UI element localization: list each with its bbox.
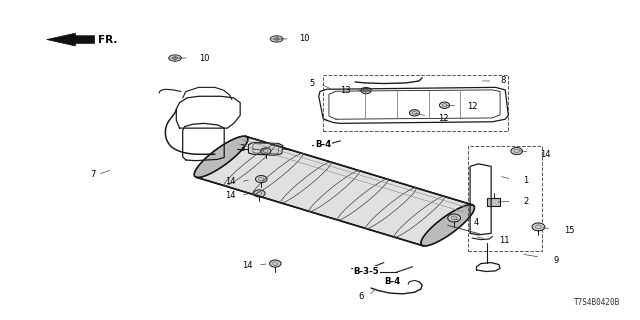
Polygon shape — [421, 205, 474, 246]
Text: 11: 11 — [499, 236, 509, 245]
Text: 14: 14 — [225, 177, 236, 186]
Text: T7S4B0420B: T7S4B0420B — [574, 298, 620, 307]
Bar — [323, 75, 508, 131]
Ellipse shape — [274, 38, 279, 40]
Text: B-3-5: B-3-5 — [353, 267, 379, 276]
Text: 14: 14 — [540, 150, 551, 159]
Ellipse shape — [270, 36, 283, 42]
Text: 14: 14 — [243, 261, 253, 270]
Text: B-4: B-4 — [384, 277, 400, 286]
Polygon shape — [47, 33, 95, 46]
Text: 3: 3 — [239, 144, 244, 153]
Text: 10: 10 — [198, 53, 209, 62]
Ellipse shape — [440, 102, 450, 108]
Ellipse shape — [511, 148, 522, 155]
Ellipse shape — [260, 148, 271, 154]
Text: 13: 13 — [340, 86, 351, 95]
Polygon shape — [248, 142, 283, 155]
Text: 5: 5 — [310, 79, 315, 88]
Ellipse shape — [361, 87, 371, 94]
Text: 8: 8 — [500, 76, 506, 85]
Ellipse shape — [253, 190, 265, 197]
Ellipse shape — [169, 55, 181, 61]
Text: 4: 4 — [473, 218, 479, 227]
Text: 1: 1 — [523, 176, 529, 185]
Text: 2: 2 — [523, 197, 529, 206]
Ellipse shape — [532, 223, 545, 231]
Text: B-4: B-4 — [315, 140, 331, 149]
Bar — [468, 146, 542, 251]
Ellipse shape — [269, 260, 281, 267]
Bar — [487, 198, 500, 206]
Text: 6: 6 — [358, 292, 364, 301]
Text: 12: 12 — [438, 114, 449, 123]
Text: 12: 12 — [467, 102, 477, 111]
Text: 9: 9 — [553, 256, 558, 265]
Ellipse shape — [410, 110, 420, 116]
Ellipse shape — [255, 176, 267, 183]
Text: FR.: FR. — [98, 35, 117, 44]
Ellipse shape — [173, 57, 177, 59]
Polygon shape — [196, 136, 472, 246]
Text: 15: 15 — [564, 226, 575, 235]
Text: 14: 14 — [225, 191, 236, 200]
Text: 7: 7 — [90, 170, 95, 179]
Ellipse shape — [448, 214, 461, 222]
Text: 10: 10 — [300, 35, 310, 44]
Polygon shape — [194, 136, 248, 177]
